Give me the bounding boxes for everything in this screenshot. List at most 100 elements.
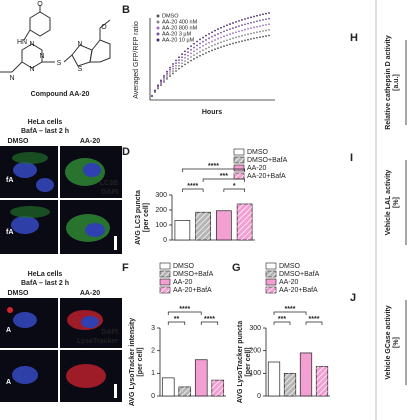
legend-label: DMSO [162,13,179,19]
trace-dot [238,40,240,43]
trace-dot [259,36,261,39]
trace-dot [229,23,231,25]
panel-letter: H [350,32,358,44]
trace-dot [235,26,237,28]
trace-dot [235,20,237,23]
trace-dot [241,19,243,21]
trace-dot [187,51,189,54]
trace-dot [163,77,165,80]
panel-letter: D [122,146,130,158]
trace-dot [181,59,183,62]
trace-dot [196,52,198,55]
legend-hatch [160,287,170,293]
row-label: A [6,327,11,334]
significance-label: * [233,183,236,190]
bar [216,210,232,241]
legend-hatch [234,157,244,163]
axis [149,18,275,101]
trace-dot [223,35,225,38]
trace-dot [178,56,180,59]
trace-dot [259,14,261,16]
trace-dot [190,48,192,51]
trace-dot [202,36,204,39]
trace-dot [262,24,264,27]
trace-dot [253,26,255,29]
trace-dot [187,58,189,60]
y-tick-label: 100 [249,370,261,377]
trace-dot [193,58,195,60]
image-title: HeLa cells [28,271,63,278]
significance-bracket [200,321,219,325]
significance-label: *** [220,173,228,180]
trace-dot [211,40,213,43]
bar [174,220,191,241]
trace-dot [259,30,261,33]
trace-dot [259,25,261,27]
trace-dot [187,47,189,50]
atom-label: O [37,1,43,8]
trace-dot [232,27,234,29]
trace-dot [220,41,222,44]
legend-label: DMSO+BafA [279,271,320,278]
trace-dot [214,48,216,51]
trace-dot [250,21,252,24]
trace-dot [211,49,213,52]
trace-dot [229,38,231,41]
y-tick-label: 300 [155,192,167,199]
y-axis-unit: [per cell] [245,347,252,376]
trace-dot [175,70,177,72]
trace-dot [199,50,201,53]
trace-dot [211,31,213,34]
trace-dot [247,38,249,41]
significance-bracket [167,321,186,325]
significance-bracket [273,311,307,315]
row-label: fA [6,229,13,236]
legend-label: DMSO+BafA [173,271,214,278]
lc3-images: HeLa cells BafA – last 2 h DMSO AA-20 fA… [0,119,122,254]
trace-dot [268,34,270,37]
trace-dot [250,38,252,40]
trace-dot [169,66,171,69]
trace-dot [196,56,198,59]
legend-label: DMSO [247,149,269,156]
significance-label: **** [187,183,198,190]
legend-swatch [265,262,277,270]
trace-dot [232,22,234,24]
trace-dot [220,26,222,29]
trace-dot [196,48,198,51]
stain-label: LC3B [100,180,118,187]
legend-hatch [234,173,244,179]
bar-hatch [178,386,191,396]
legend-hatch [266,271,276,277]
trace-dot [244,18,246,20]
trace-dot [199,46,201,49]
trace-dot [178,67,180,70]
trace-dot [256,14,258,17]
significance-bracket [273,321,291,325]
y-axis-label: AVG LysoTracker intensity [129,318,136,406]
legend-label: AA-20+BafA [247,173,286,180]
y-axis-label: AVG LysoTracker puncta [237,321,244,404]
trace-dot [241,24,243,27]
trace-dot [184,63,186,66]
trace-dot [262,13,264,16]
panel-letter: B [122,4,130,16]
legend-swatch [156,14,160,18]
panel-letter: J [350,292,356,304]
significance-label: **** [179,306,190,313]
trace-dot [187,61,189,64]
trace-dot [196,40,198,43]
legend-label: AA-20 [279,279,299,286]
trace-dot [199,38,201,41]
trace-dot [172,67,174,70]
trace-dot [256,31,258,34]
significance-label: **** [208,163,219,170]
trace-dot [247,17,249,20]
legend-label: AA-20 800 nM [162,25,198,31]
trace-dot [232,42,234,45]
trace-dot [220,36,222,39]
trace-dot [172,72,174,75]
trace-dot [268,23,270,26]
trace-dot [214,34,216,37]
trace-dot [226,34,228,37]
